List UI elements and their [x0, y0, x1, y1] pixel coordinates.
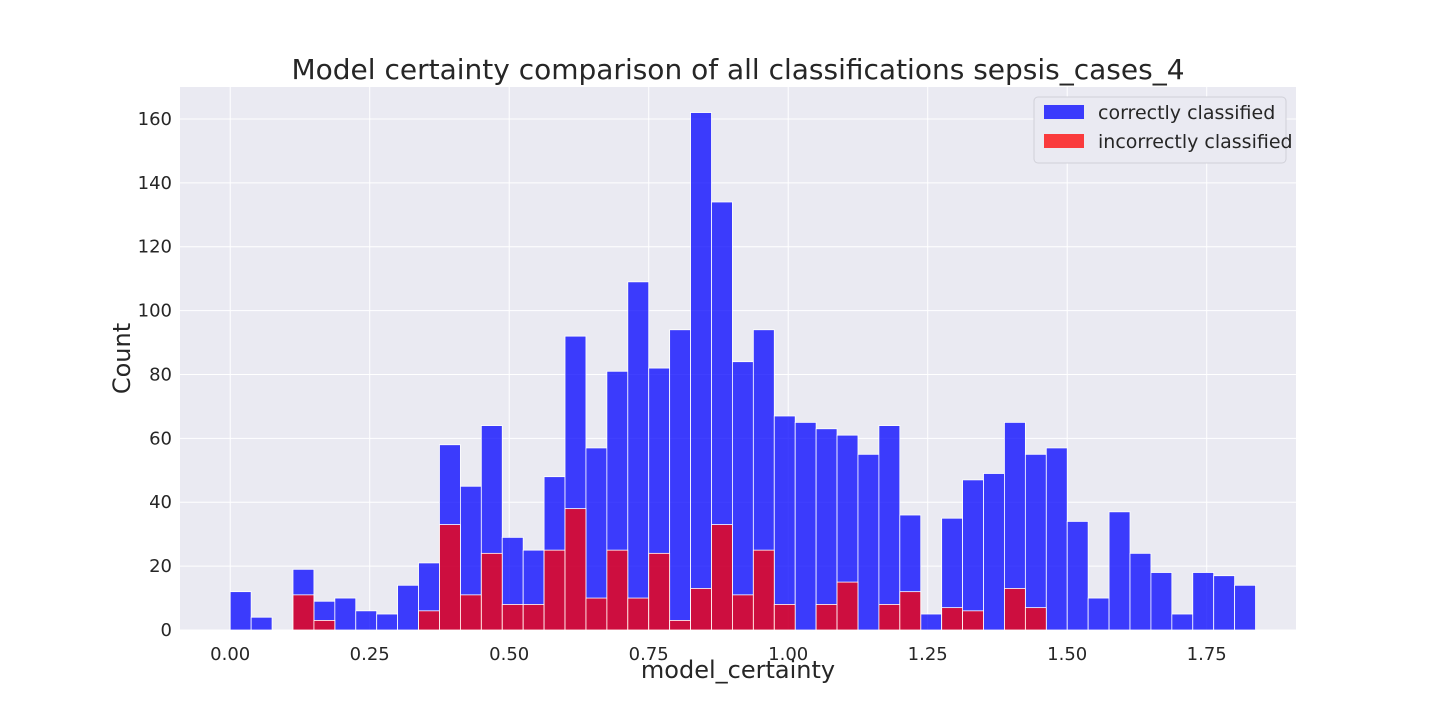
correct-bars [229, 112, 1256, 631]
bar-incorrect [606, 549, 629, 631]
legend: correctly classified incorrectly classif… [1033, 96, 1293, 164]
bar-incorrect [564, 508, 587, 631]
bar-incorrect [648, 552, 671, 631]
bar-correct [1150, 572, 1173, 631]
bar-correct [732, 361, 754, 631]
bar-correct [1171, 613, 1194, 631]
bar-incorrect [752, 549, 775, 631]
x-tick-label: 1.25 [908, 644, 948, 665]
y-tick-label: 140 [138, 173, 172, 194]
incorrect-bars [292, 508, 1047, 631]
legend-box [1033, 96, 1287, 164]
bar-incorrect [1024, 607, 1047, 631]
x-tick-label: 1.75 [1187, 644, 1227, 665]
bar-correct [794, 421, 817, 631]
bar-correct [857, 453, 880, 631]
bar-incorrect [418, 610, 440, 631]
y-tick-label: 60 [149, 428, 172, 449]
bar-incorrect [899, 591, 922, 631]
bar-correct [376, 613, 399, 631]
bar-correct [920, 613, 943, 631]
x-tick-label: 0.00 [210, 644, 250, 665]
bar-correct [1192, 572, 1215, 631]
bar-correct [1066, 521, 1089, 631]
x-tick-label: 1.00 [768, 644, 808, 665]
x-tick-label: 0.75 [629, 644, 669, 665]
bar-incorrect [711, 524, 733, 631]
bar-correct [229, 591, 252, 631]
x-tick-label: 0.50 [489, 644, 529, 665]
bar-incorrect [815, 604, 838, 631]
legend-swatch-correct [1044, 105, 1084, 119]
legend-label-correct: correctly classified [1098, 102, 1275, 124]
y-tick-label: 100 [138, 301, 172, 322]
y-tick-label: 40 [149, 492, 172, 513]
bar-incorrect [878, 604, 901, 631]
x-axis-label: model_certainty [641, 656, 835, 684]
bar-incorrect [439, 524, 461, 631]
y-tick-label: 20 [149, 556, 172, 577]
bar-incorrect [543, 549, 566, 631]
bar-correct [815, 428, 838, 631]
bar-incorrect [690, 588, 712, 631]
bar-correct [250, 616, 273, 631]
bar-correct [1108, 511, 1131, 631]
legend-swatch-incorrect [1044, 134, 1084, 148]
bar-correct [397, 584, 419, 631]
bar-incorrect [941, 607, 963, 631]
bar-correct [334, 597, 357, 631]
bar-incorrect [501, 604, 524, 631]
bar-incorrect [627, 597, 650, 631]
bar-incorrect [459, 594, 482, 631]
bar-incorrect [962, 610, 984, 631]
bar-incorrect [522, 604, 545, 631]
bar-correct [1087, 597, 1110, 631]
legend-label-incorrect: incorrectly classified [1098, 131, 1293, 153]
bar-correct [983, 473, 1005, 631]
bar-correct [355, 610, 378, 631]
y-tick-label: 160 [138, 109, 172, 130]
x-tick-label: 0.25 [350, 644, 390, 665]
x-tick-label: 1.50 [1047, 644, 1087, 665]
y-tick-label: 80 [149, 364, 172, 385]
bar-incorrect [480, 552, 503, 631]
bar-incorrect [585, 597, 608, 631]
bar-correct [627, 281, 650, 631]
bar-incorrect [836, 581, 859, 631]
bar-incorrect [732, 594, 754, 631]
bar-incorrect [773, 604, 796, 631]
bar-correct [1045, 447, 1068, 631]
bar-correct [1129, 552, 1152, 631]
bar-correct [1024, 453, 1047, 631]
bar-correct [1213, 575, 1236, 631]
bar-correct [878, 425, 901, 631]
x-tick-labels: 0.00 0.25 0.50 0.75 1.00 1.25 1.50 1.75 [210, 644, 1227, 665]
bar-correct [690, 112, 712, 631]
y-tick-label: 0 [161, 620, 172, 641]
bar-incorrect [1004, 588, 1026, 631]
y-tick-labels: 0 20 40 60 80 100 120 140 160 [138, 109, 172, 641]
bar-incorrect [292, 594, 315, 631]
bar-correct [669, 329, 691, 631]
bar-incorrect [669, 620, 691, 631]
bar-correct [962, 479, 984, 631]
bar-correct [773, 415, 796, 631]
chart-title: Model certainty comparison of all classi… [291, 53, 1184, 86]
bar-incorrect [313, 620, 336, 631]
y-axis-label: Count [108, 323, 136, 394]
y-tick-label: 120 [138, 237, 172, 258]
bar-correct [1234, 584, 1256, 631]
